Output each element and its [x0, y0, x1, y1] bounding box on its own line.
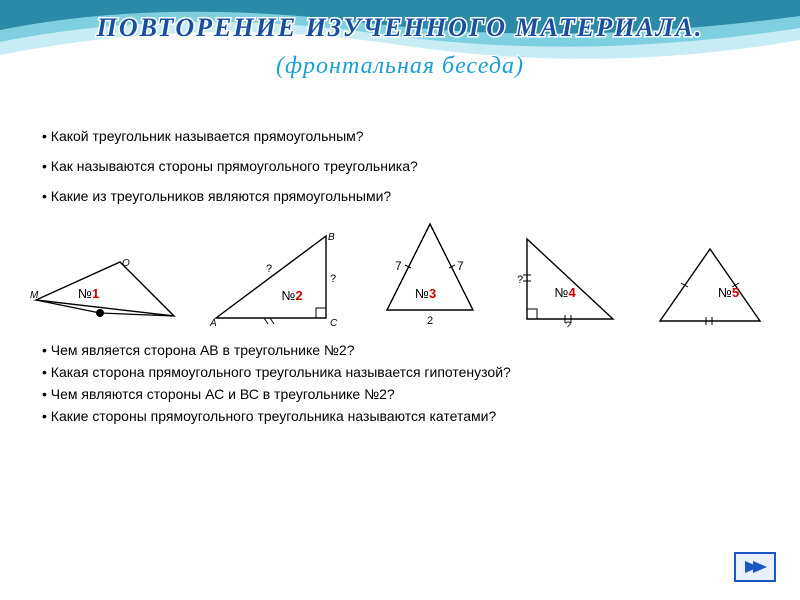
svg-text:?: ? — [517, 274, 523, 286]
triangle-4: ? ? №4 — [513, 233, 623, 328]
svg-text:?: ? — [565, 320, 571, 328]
question-item: Какая сторона прямоугольного треугольник… — [42, 364, 770, 380]
svg-text:?: ? — [266, 263, 272, 275]
question-item: Как называются стороны прямоугольного тр… — [42, 158, 770, 174]
questions-top: Какой треугольник называется прямоугольн… — [30, 128, 770, 204]
triangles-row: M O №1 A B C ? ? №2 7 — [30, 218, 770, 328]
triangle-2: A B C ? ? №2 — [208, 228, 348, 328]
page-title: ПОВТОРЕНИЕ ИЗУЧЕННОГО МАТЕРИАЛА. — [30, 10, 770, 46]
svg-text:7: 7 — [457, 259, 464, 273]
question-item: Чем являются стороны АС и ВС в треугольн… — [42, 386, 770, 402]
triangle-5: №5 — [650, 243, 770, 328]
question-item: Чем является сторона АВ в треугольнике №… — [42, 342, 770, 358]
triangle-3: 7 7 2 №3 — [375, 218, 485, 328]
page-subtitle: (фронтальная беседа) — [30, 51, 770, 83]
svg-text:A: A — [209, 318, 217, 328]
question-item: Какие стороны прямоугольного треугольник… — [42, 408, 770, 424]
svg-text:2: 2 — [427, 315, 433, 327]
arrow-right-icon — [743, 558, 767, 576]
questions-bottom: Чем является сторона АВ в треугольнике №… — [30, 342, 770, 424]
svg-text:?: ? — [330, 273, 336, 285]
svg-text:C: C — [330, 318, 338, 328]
svg-text:O: O — [122, 258, 130, 269]
next-button[interactable] — [734, 552, 776, 582]
svg-text:ПОВТОРЕНИЕ ИЗУЧЕННОГО МАТЕРИ: ПОВТОРЕНИЕ ИЗУЧЕННОГО МАТЕРИАЛА. — [96, 13, 704, 42]
svg-text:B: B — [328, 232, 335, 243]
svg-text:7: 7 — [395, 259, 402, 273]
question-item: Какой треугольник называется прямоугольн… — [42, 128, 770, 144]
question-item: Какие из треугольников являются прямоуго… — [42, 188, 770, 204]
svg-text:(фронтальная беседа): (фронтальная беседа) — [276, 53, 524, 79]
svg-text:M: M — [30, 290, 39, 301]
triangle-1: M O №1 — [30, 258, 180, 328]
